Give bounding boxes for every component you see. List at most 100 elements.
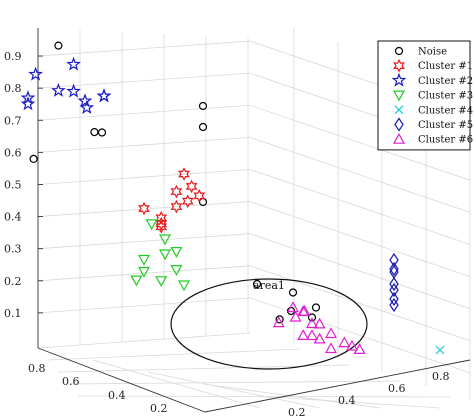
data-point bbox=[155, 210, 168, 225]
data-point bbox=[97, 128, 107, 137]
x-tick-label: 0.2 bbox=[288, 406, 306, 418]
data-point bbox=[305, 329, 319, 341]
grid-line-z bbox=[249, 265, 471, 342]
grid-line-z bbox=[249, 233, 471, 310]
data-point bbox=[137, 254, 151, 266]
legend-marker bbox=[394, 46, 404, 56]
data-point bbox=[77, 93, 93, 108]
data-point bbox=[275, 315, 284, 324]
data-point bbox=[286, 301, 300, 313]
grid-line-z bbox=[249, 136, 471, 213]
series-noise bbox=[29, 41, 321, 324]
data-point bbox=[311, 303, 321, 312]
grid-line-z bbox=[249, 297, 471, 374]
data-point bbox=[345, 339, 359, 351]
grid-layer bbox=[37, 27, 471, 409]
z-tick-label: 0.9 bbox=[4, 50, 22, 63]
legend-label: Cluster #1 bbox=[418, 61, 473, 72]
data-point bbox=[435, 345, 445, 355]
data-point bbox=[158, 249, 172, 261]
y-axis bbox=[37, 347, 206, 413]
series-cluster-1 bbox=[138, 167, 206, 234]
x-tick-label: 0.6 bbox=[388, 382, 406, 395]
data-point bbox=[54, 41, 63, 50]
data-point bbox=[28, 66, 43, 81]
data-point bbox=[324, 342, 338, 354]
data-point bbox=[353, 343, 366, 354]
data-point bbox=[29, 154, 38, 163]
data-point bbox=[389, 297, 399, 313]
data-point bbox=[170, 265, 183, 276]
legend-marker bbox=[393, 58, 405, 73]
legend-marker bbox=[391, 72, 407, 87]
legend-marker bbox=[394, 105, 404, 115]
legend-marker bbox=[392, 90, 406, 102]
data-point bbox=[272, 316, 285, 328]
grid-line-z bbox=[37, 169, 251, 185]
data-point bbox=[66, 56, 81, 71]
data-point bbox=[389, 276, 399, 292]
data-point bbox=[177, 280, 191, 292]
data-point bbox=[313, 317, 326, 329]
legend-label: Cluster #5 bbox=[418, 120, 473, 131]
legend-label: Cluster #4 bbox=[418, 105, 473, 116]
grid-line-floor bbox=[47, 348, 301, 361]
series-cluster-3 bbox=[130, 219, 191, 292]
data-point bbox=[51, 82, 66, 97]
z-tick-label: 0.7 bbox=[4, 114, 22, 127]
legend-label: Cluster #6 bbox=[418, 135, 473, 146]
grid-line-z bbox=[37, 40, 251, 57]
legend-label: Cluster #3 bbox=[418, 91, 473, 102]
data-point bbox=[137, 266, 151, 278]
data-point bbox=[170, 247, 183, 258]
data-point bbox=[158, 234, 172, 246]
series-cluster-2 bbox=[20, 56, 112, 114]
x-axis bbox=[204, 359, 471, 413]
data-point bbox=[178, 167, 190, 181]
data-point bbox=[307, 313, 317, 322]
data-point bbox=[193, 188, 206, 203]
grid-line-z bbox=[37, 72, 251, 89]
data-point bbox=[389, 282, 399, 298]
x-tick-label: 0.8 bbox=[432, 370, 450, 383]
grid-line-z bbox=[37, 233, 251, 250]
data-point bbox=[297, 305, 310, 316]
grid-line-floor bbox=[147, 371, 321, 409]
data-point bbox=[155, 219, 168, 234]
legend: Noise Cluster #1 Cluster #2 Cluster #3 Clust… bbox=[377, 40, 473, 151]
data-point bbox=[389, 261, 399, 277]
data-point bbox=[289, 310, 302, 322]
data-point bbox=[130, 275, 143, 287]
z-tick-label: 0.4 bbox=[4, 211, 22, 224]
data-point bbox=[389, 291, 399, 307]
legend-marker bbox=[392, 132, 406, 144]
series-cluster-4 bbox=[435, 345, 445, 355]
data-point bbox=[138, 201, 150, 216]
z-tick-label: 0.1 bbox=[4, 307, 22, 320]
grid-line-z bbox=[249, 104, 471, 181]
data-point bbox=[20, 96, 36, 111]
tick-labels: 0.1 0.2 0.3 0.4 0.5 0.6 0.7 0.8 0.9 0.2 0.4 0.6 0.8 0… bbox=[4, 50, 450, 418]
area1-ellipse bbox=[170, 278, 368, 370]
data-point bbox=[305, 317, 319, 329]
data-point bbox=[252, 279, 262, 289]
data-point bbox=[79, 99, 95, 114]
axis-layer bbox=[37, 28, 471, 413]
z-tick-label: 0.5 bbox=[4, 178, 22, 191]
data-point bbox=[66, 83, 81, 98]
grid-line-z bbox=[249, 201, 471, 277]
data-point bbox=[90, 128, 99, 137]
data-point bbox=[96, 88, 112, 103]
data-point bbox=[389, 252, 399, 268]
grid-line-floor bbox=[257, 395, 441, 409]
grid-line-z bbox=[249, 169, 471, 245]
data-point bbox=[297, 329, 310, 340]
data-point bbox=[338, 336, 351, 348]
data-points bbox=[20, 41, 445, 355]
legend-label: Cluster #2 bbox=[418, 76, 473, 87]
y-tick-label: 0.2 bbox=[150, 402, 168, 415]
grid-line-z bbox=[37, 136, 251, 153]
legend-marker bbox=[394, 117, 404, 132]
grid-line-floor bbox=[37, 332, 251, 349]
